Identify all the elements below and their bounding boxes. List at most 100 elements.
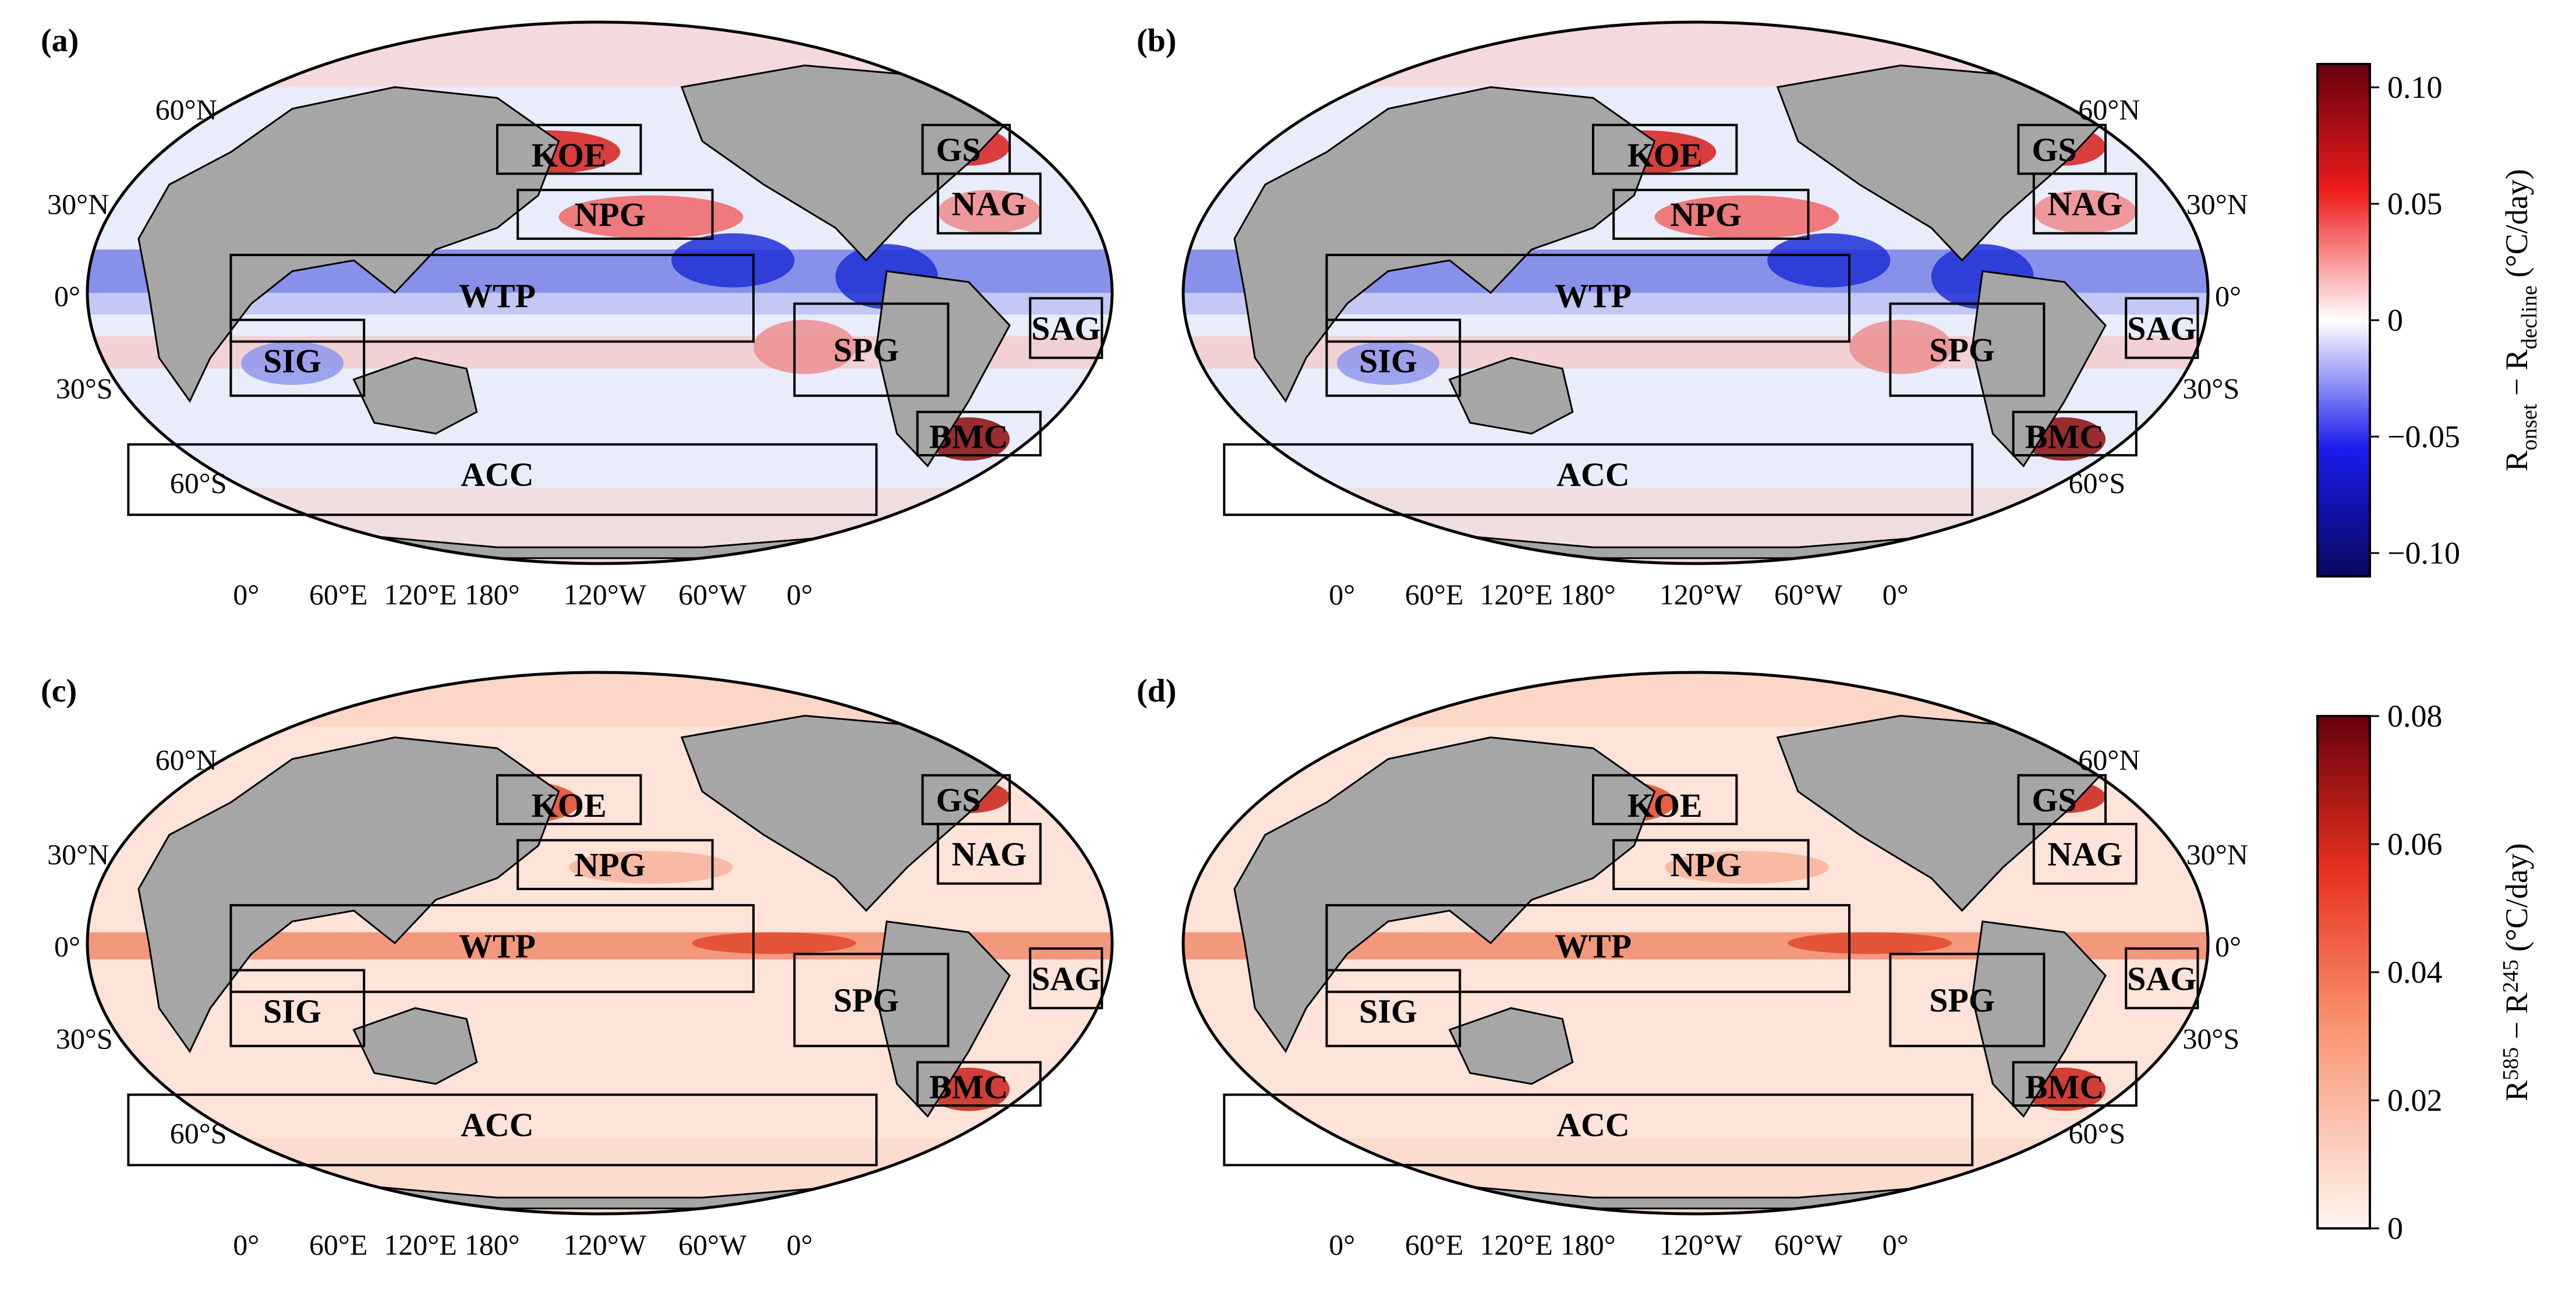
colorbar-label-part: 585 (2499, 1047, 2523, 1081)
lat-tick-n60: 60°N (2078, 93, 2140, 126)
colorbar-label-part: onset (2517, 403, 2542, 451)
land-mass (1233, 86, 1656, 403)
lon-tick: 180° (1561, 1228, 1616, 1261)
region-label-nag: NAG (951, 835, 1027, 873)
lat-tick-s60: 60°S (2068, 1117, 2125, 1150)
region-box-sag (1029, 947, 1103, 1009)
region-box-nag (936, 172, 1042, 235)
region-label-nag: NAG (2047, 835, 2122, 873)
region-label-wtp: WTP (1555, 277, 1632, 315)
field-band (1183, 22, 2208, 87)
land-mass (352, 357, 478, 435)
panel-label-c: (c) (41, 673, 77, 709)
field-hotspot (569, 851, 733, 884)
land-mass (137, 736, 560, 1053)
region-box-npg (516, 189, 714, 240)
region-box-bmc (916, 1061, 1042, 1107)
region-label-bmc: BMC (2025, 1068, 2104, 1106)
field-hotspot (241, 341, 344, 385)
region-label-koe: KOE (1627, 136, 1703, 174)
colorbar-label-part: decline (2517, 285, 2542, 349)
lon-tick: 60°W (1774, 1228, 1843, 1261)
colorbar-label-part: − R (2499, 349, 2534, 403)
region-label-npg: NPG (1670, 196, 1741, 233)
colorbar-tick-label: 0.06 (2387, 827, 2443, 862)
region-box-nag (936, 823, 1042, 885)
land-mass (1448, 357, 1574, 435)
region-label-acc: ACC (461, 456, 534, 494)
region-label-nag: NAG (951, 185, 1027, 223)
region-box-bmc (2012, 1061, 2138, 1107)
land-mass (875, 270, 1011, 468)
field-hotspot (1665, 851, 1829, 884)
land-mass (137, 86, 560, 403)
lon-tick: 0° (787, 1228, 813, 1261)
colorbar-tick-label: 0 (2387, 303, 2403, 338)
field-hotspot (753, 320, 856, 374)
region-label-gs: GS (2032, 781, 2076, 819)
land-mass (680, 714, 1011, 912)
map-frame (1181, 20, 2210, 565)
region-box-sag (2125, 297, 2199, 359)
region-label-koe: KOE (532, 136, 607, 174)
region-box-sig (1325, 969, 1462, 1047)
lat-tick-n60: 60°N (155, 743, 217, 776)
lat-tick-n30: 30°N (47, 838, 109, 871)
region-label-acc: ACC (1556, 1106, 1630, 1144)
colorbar-tick-label: 0.10 (2387, 70, 2443, 105)
field-hotspot (937, 190, 1041, 233)
region-label-koe: KOE (1627, 787, 1703, 824)
region-box-spg (1889, 952, 2046, 1047)
region-box-spg (1889, 302, 2046, 397)
field-hotspot (1788, 932, 1952, 954)
lat-tick-eq: 0° (2215, 930, 2241, 963)
region-label-sig: SIG (263, 992, 321, 1030)
lon-tick: 180° (465, 1228, 520, 1261)
region-label-gs: GS (2032, 131, 2076, 169)
lon-tick: 120°W (564, 578, 647, 611)
region-box-sag (2125, 947, 2199, 1009)
lon-tick: 0° (787, 578, 813, 611)
colorbar-tick-label: 0.02 (2387, 1083, 2443, 1118)
region-box-wtp (229, 904, 755, 993)
lat-tick-s60: 60°S (2068, 467, 2125, 500)
lon-tick: 0° (1883, 1228, 1909, 1261)
lon-tick: 60°W (678, 578, 747, 611)
colorbar-axis-label: R585 − R245 (°C/day) (2499, 843, 2534, 1101)
colorbar-bottom: 0.08 0.06 0.04 0.02 0 R585 − R245 (°C/day) (2316, 699, 2534, 1246)
map-panel-b: KOE GS NPG NAG WTP SPG SAG SIG BMC ACC (b) 60°N 30°N… (1137, 20, 2248, 611)
land-mass (1776, 64, 2107, 262)
lat-tick-n30: 30°N (47, 188, 109, 221)
lat-tick-s30: 30°S (56, 1022, 113, 1055)
region-label-bmc: BMC (929, 417, 1008, 455)
region-label-spg: SPG (1929, 331, 1995, 369)
lat-tick-eq: 0° (2215, 280, 2241, 313)
region-label-koe: KOE (532, 787, 607, 824)
colorbar-label-part: (°C/day) (2499, 169, 2534, 285)
lon-tick: 0° (233, 578, 259, 611)
lat-tick-s30: 30°S (2182, 1022, 2239, 1055)
land-mass (1971, 920, 2107, 1118)
region-box-koe (496, 774, 642, 826)
region-label-wtp: WTP (459, 927, 536, 965)
map-frame (1181, 671, 2210, 1216)
region-box-sig (1325, 318, 1462, 397)
colorbar-ramp (2316, 715, 2371, 1230)
colorbar-label-part: (°C/day) (2499, 843, 2534, 959)
region-label-spg: SPG (1929, 982, 1995, 1019)
map-panel-c: KOE GS NPG NAG WTP SPG SAG SIG BMC ACC (c) 60°N 30°N… (41, 671, 1114, 1261)
region-label-wtp: WTP (1555, 927, 1632, 965)
region-label-gs: GS (936, 781, 981, 819)
region-label-spg: SPG (833, 982, 899, 1019)
lon-tick: 0° (1883, 578, 1909, 611)
land-mass (1233, 736, 1656, 1053)
map-panel-a: KOE GS NPG NAG WTP SPG SAG SIG BMC ACC (a) 60°N 30°N… (41, 20, 1114, 611)
colorbar-tick-label: −0.05 (2387, 419, 2460, 454)
region-box-sag (1029, 297, 1103, 359)
region-label-wtp: WTP (459, 277, 536, 315)
field-hotspot (1337, 341, 1439, 385)
panel-label-a: (a) (41, 23, 79, 59)
lon-tick: 120°E (1480, 1228, 1553, 1261)
lat-tick-eq: 0° (54, 280, 80, 313)
region-box-koe (496, 123, 642, 175)
